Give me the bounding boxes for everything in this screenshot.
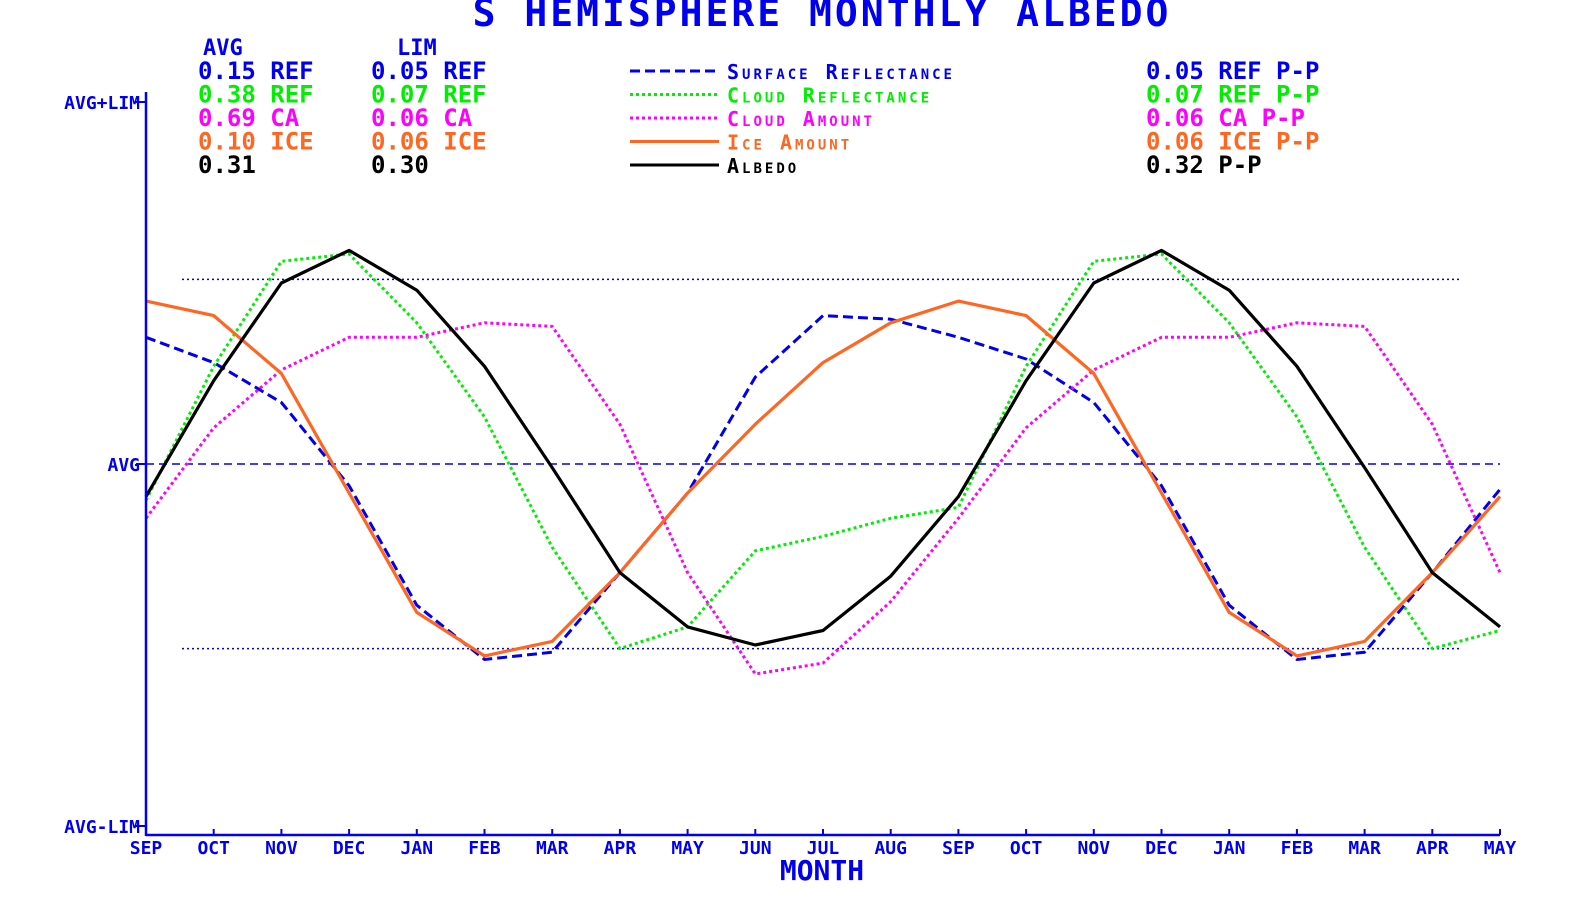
- legend-pp-value: 0.32 P-P: [1146, 151, 1262, 179]
- legend-avg-value: 0.10 ICE: [198, 128, 314, 156]
- x-tick-label: JAN: [1213, 838, 1246, 859]
- x-tick-label: FEB: [1281, 838, 1314, 859]
- x-tick-label: DEC: [333, 838, 366, 859]
- y-tick-label: AVG: [107, 455, 140, 476]
- x-tick-label: NOV: [265, 838, 298, 859]
- legend-lim-header: LIM: [397, 36, 437, 61]
- legend-lim-value: 0.05 REF: [371, 57, 487, 85]
- series-cloud-amount: [144, 321, 1502, 676]
- chart-title: S HEMISPHERE MONTHLY ALBEDO: [473, 0, 1172, 35]
- reference-lines: [146, 278, 1500, 650]
- y-tick-labels: AVG+LIM AVG AVG-LIM: [64, 93, 140, 838]
- legend-avg-header: AVG: [203, 36, 243, 61]
- series-ice-amount: [145, 299, 1502, 658]
- series-cloud-reflectance: [144, 252, 1501, 651]
- x-tick-label: OCT: [1010, 838, 1043, 859]
- legend-pp-value: 0.05 REF P-P: [1146, 57, 1319, 85]
- legend-pp-value: 0.07 REF P-P: [1146, 81, 1319, 109]
- legend-pp-value: 0.06 CA P-P: [1146, 104, 1305, 132]
- y-tick-label: AVG+LIM: [64, 93, 140, 114]
- x-tick-label: SEP: [942, 838, 975, 859]
- x-tick-label: MAY: [671, 838, 704, 859]
- legend-lim-value: 0.06 CA: [371, 104, 473, 132]
- series-albedo: [144, 248, 1502, 647]
- legend-series-label: Surface Reflectance: [727, 60, 955, 84]
- x-tick-label: OCT: [197, 838, 230, 859]
- x-tick-label: MAY: [1484, 838, 1517, 859]
- x-tick-label: SEP: [130, 838, 163, 859]
- legend-avg-value: 0.31: [198, 151, 256, 179]
- x-tick-label: AUG: [874, 838, 907, 859]
- x-tick-label: MAR: [1348, 838, 1381, 859]
- legend-series-label: Cloud Reflectance: [727, 84, 932, 108]
- x-tick-label: NOV: [1078, 838, 1111, 859]
- legend-series-label: Albedo: [727, 154, 799, 178]
- x-tick-label: MAR: [536, 838, 569, 859]
- legend-avg-value: 0.69 CA: [198, 104, 300, 132]
- x-tick-labels: SEP OCT NOV DEC JAN FEB MAR APR MAY JUN JUL AUG SEP O…: [130, 829, 1517, 859]
- legend: 0.15 REF 0.05 REF Surface Reflectance 0.05 …: [198, 57, 1319, 179]
- y-tick-label: AVG-LIM: [64, 817, 140, 838]
- x-axis-label: MONTH: [780, 854, 864, 887]
- legend-series-label: Cloud Amount: [727, 107, 875, 131]
- legend-lim-value: 0.30: [371, 151, 429, 179]
- legend-avg-value: 0.38 REF: [198, 81, 314, 109]
- x-tick-label: FEB: [468, 838, 501, 859]
- x-tick-label: APR: [1416, 838, 1449, 859]
- legend-lim-value: 0.06 ICE: [371, 128, 487, 156]
- legend-series-label: Ice Amount: [727, 131, 852, 155]
- x-tick-label: DEC: [1145, 838, 1178, 859]
- series-lines: [144, 248, 1502, 676]
- legend-pp-value: 0.06 ICE P-P: [1146, 128, 1319, 156]
- x-tick-label: JUN: [739, 838, 772, 859]
- x-tick-label: APR: [604, 838, 637, 859]
- legend-lim-value: 0.07 REF: [371, 81, 487, 109]
- x-tick-label: JUL: [807, 838, 840, 859]
- legend-avg-value: 0.15 REF: [198, 57, 314, 85]
- x-tick-label: JAN: [401, 838, 434, 859]
